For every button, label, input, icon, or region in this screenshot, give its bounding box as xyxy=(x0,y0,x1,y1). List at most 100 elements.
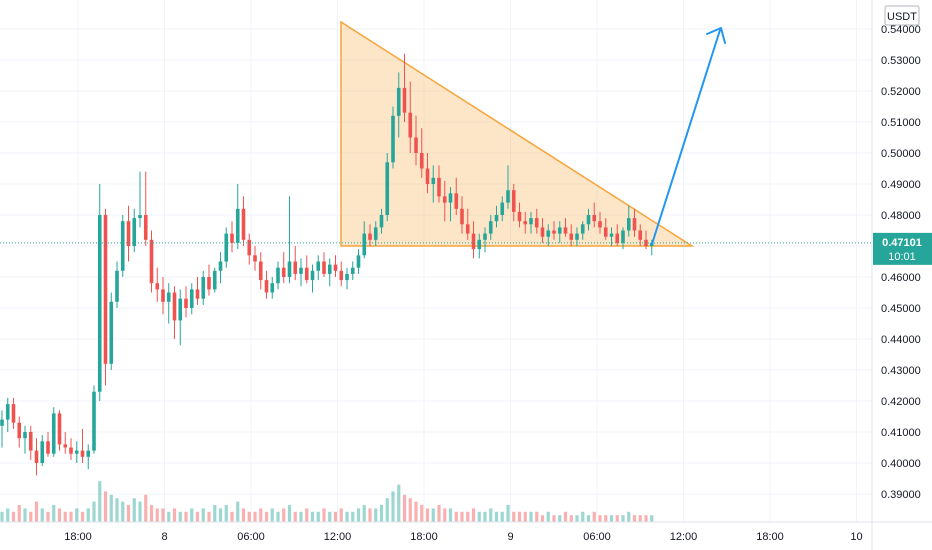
candle-body xyxy=(172,292,177,321)
candle-body xyxy=(563,227,568,234)
candle-body xyxy=(615,233,620,243)
candle-body xyxy=(184,298,188,308)
candle-body xyxy=(161,289,165,302)
volume-bar xyxy=(247,511,251,522)
volume-bar xyxy=(586,515,591,522)
volume-bar xyxy=(552,515,556,522)
candle-body xyxy=(396,87,401,116)
volume-bar xyxy=(305,508,309,522)
candle-body xyxy=(40,441,45,463)
candle-body xyxy=(586,215,591,225)
time-tick-label: 18:00 xyxy=(410,531,438,543)
volume-bar xyxy=(178,511,182,522)
volume-bar xyxy=(529,511,533,522)
candle-body xyxy=(379,215,384,228)
candle-body xyxy=(529,218,533,225)
time-tick-label: 9 xyxy=(507,531,513,543)
volume-bar xyxy=(477,511,481,522)
volume-bar xyxy=(443,508,447,522)
price-tick-label: 0.39000 xyxy=(881,489,921,501)
volume-bar xyxy=(402,494,407,522)
candle-body xyxy=(517,211,522,222)
volume-bar xyxy=(558,515,562,522)
candle-body xyxy=(258,261,263,281)
volume-bar xyxy=(333,511,338,522)
candle-body xyxy=(327,264,332,274)
volume-bar xyxy=(546,511,550,522)
volume-bar xyxy=(184,511,188,522)
volume-bar xyxy=(98,481,102,522)
price-tick-label: 0.40000 xyxy=(881,458,921,470)
bar-countdown: 10:01 xyxy=(888,251,916,263)
candle-body xyxy=(408,112,413,138)
candle-body xyxy=(603,227,608,237)
candle-body xyxy=(356,255,361,268)
volume-bar xyxy=(523,511,527,522)
volume-bar xyxy=(575,515,579,522)
candle-body xyxy=(442,196,447,203)
price-axis[interactable]: 0.39000 0.40000 0.41000 0.42000 0.43000 0.440… xyxy=(871,0,921,550)
volume-bar xyxy=(351,511,355,522)
candle-body xyxy=(189,289,194,308)
currency-label[interactable]: USDT xyxy=(884,5,920,26)
candle-body xyxy=(247,239,252,256)
candle-body xyxy=(293,261,298,274)
volume-bar xyxy=(144,494,148,522)
volume-bar xyxy=(339,508,343,522)
candle-body xyxy=(253,255,257,262)
volume-bar xyxy=(581,511,585,522)
volume-bar xyxy=(270,508,274,522)
time-axis[interactable]: 18:00 8 06:00 12:00 18:00 9 06:00 12:00 18:00 10 xyxy=(0,521,932,543)
volume-bar xyxy=(236,501,240,522)
price-tick-label: 0.54000 xyxy=(881,24,921,36)
volume-bar xyxy=(207,511,211,522)
candle-body xyxy=(609,233,614,237)
volume-bar xyxy=(172,508,177,522)
volume-bar xyxy=(190,508,194,522)
candle-body xyxy=(632,218,637,231)
volume-bar xyxy=(218,508,223,522)
volume-bar xyxy=(253,511,257,522)
volume-bar xyxy=(368,508,372,522)
price-tick-label: 0.44000 xyxy=(881,334,921,346)
volume-bar xyxy=(356,508,361,522)
descending-triangle-drawing[interactable] xyxy=(340,20,695,247)
volume-bar xyxy=(644,515,648,522)
candle-body xyxy=(97,215,102,392)
candle-body xyxy=(281,267,286,277)
volume-bar xyxy=(115,498,119,522)
volume-bar xyxy=(241,508,246,522)
breakout-arrow-drawing[interactable] xyxy=(651,27,726,245)
price-tick-label: 0.42000 xyxy=(881,396,921,408)
volume-bar xyxy=(512,511,516,522)
volume-bar xyxy=(213,505,217,522)
candle-body xyxy=(241,208,246,240)
volume-bar xyxy=(201,508,205,522)
volume-bar xyxy=(328,511,332,522)
arrow-head xyxy=(706,27,726,44)
volume-bar xyxy=(437,505,441,522)
candle-body xyxy=(120,221,125,271)
candle-body xyxy=(557,227,562,234)
volume-bar xyxy=(103,491,108,522)
volume-bar xyxy=(621,515,625,522)
candle-body xyxy=(465,224,470,234)
volume-bar xyxy=(632,515,637,522)
candle-body xyxy=(155,283,160,290)
candle-body xyxy=(500,202,505,215)
candle-body xyxy=(534,218,539,228)
candle-body xyxy=(51,413,56,454)
volume-bar xyxy=(75,508,79,522)
candle-body xyxy=(28,432,33,451)
candle-body xyxy=(57,413,62,445)
candle-body xyxy=(477,239,482,250)
candle-body xyxy=(34,450,39,463)
price-tick-label: 0.45000 xyxy=(881,303,921,315)
candle-body xyxy=(373,227,378,240)
candle-body xyxy=(592,215,597,222)
candle-body xyxy=(166,292,171,302)
candle-body xyxy=(138,215,142,219)
volume-bar xyxy=(6,508,10,522)
volume-bar xyxy=(385,498,389,522)
